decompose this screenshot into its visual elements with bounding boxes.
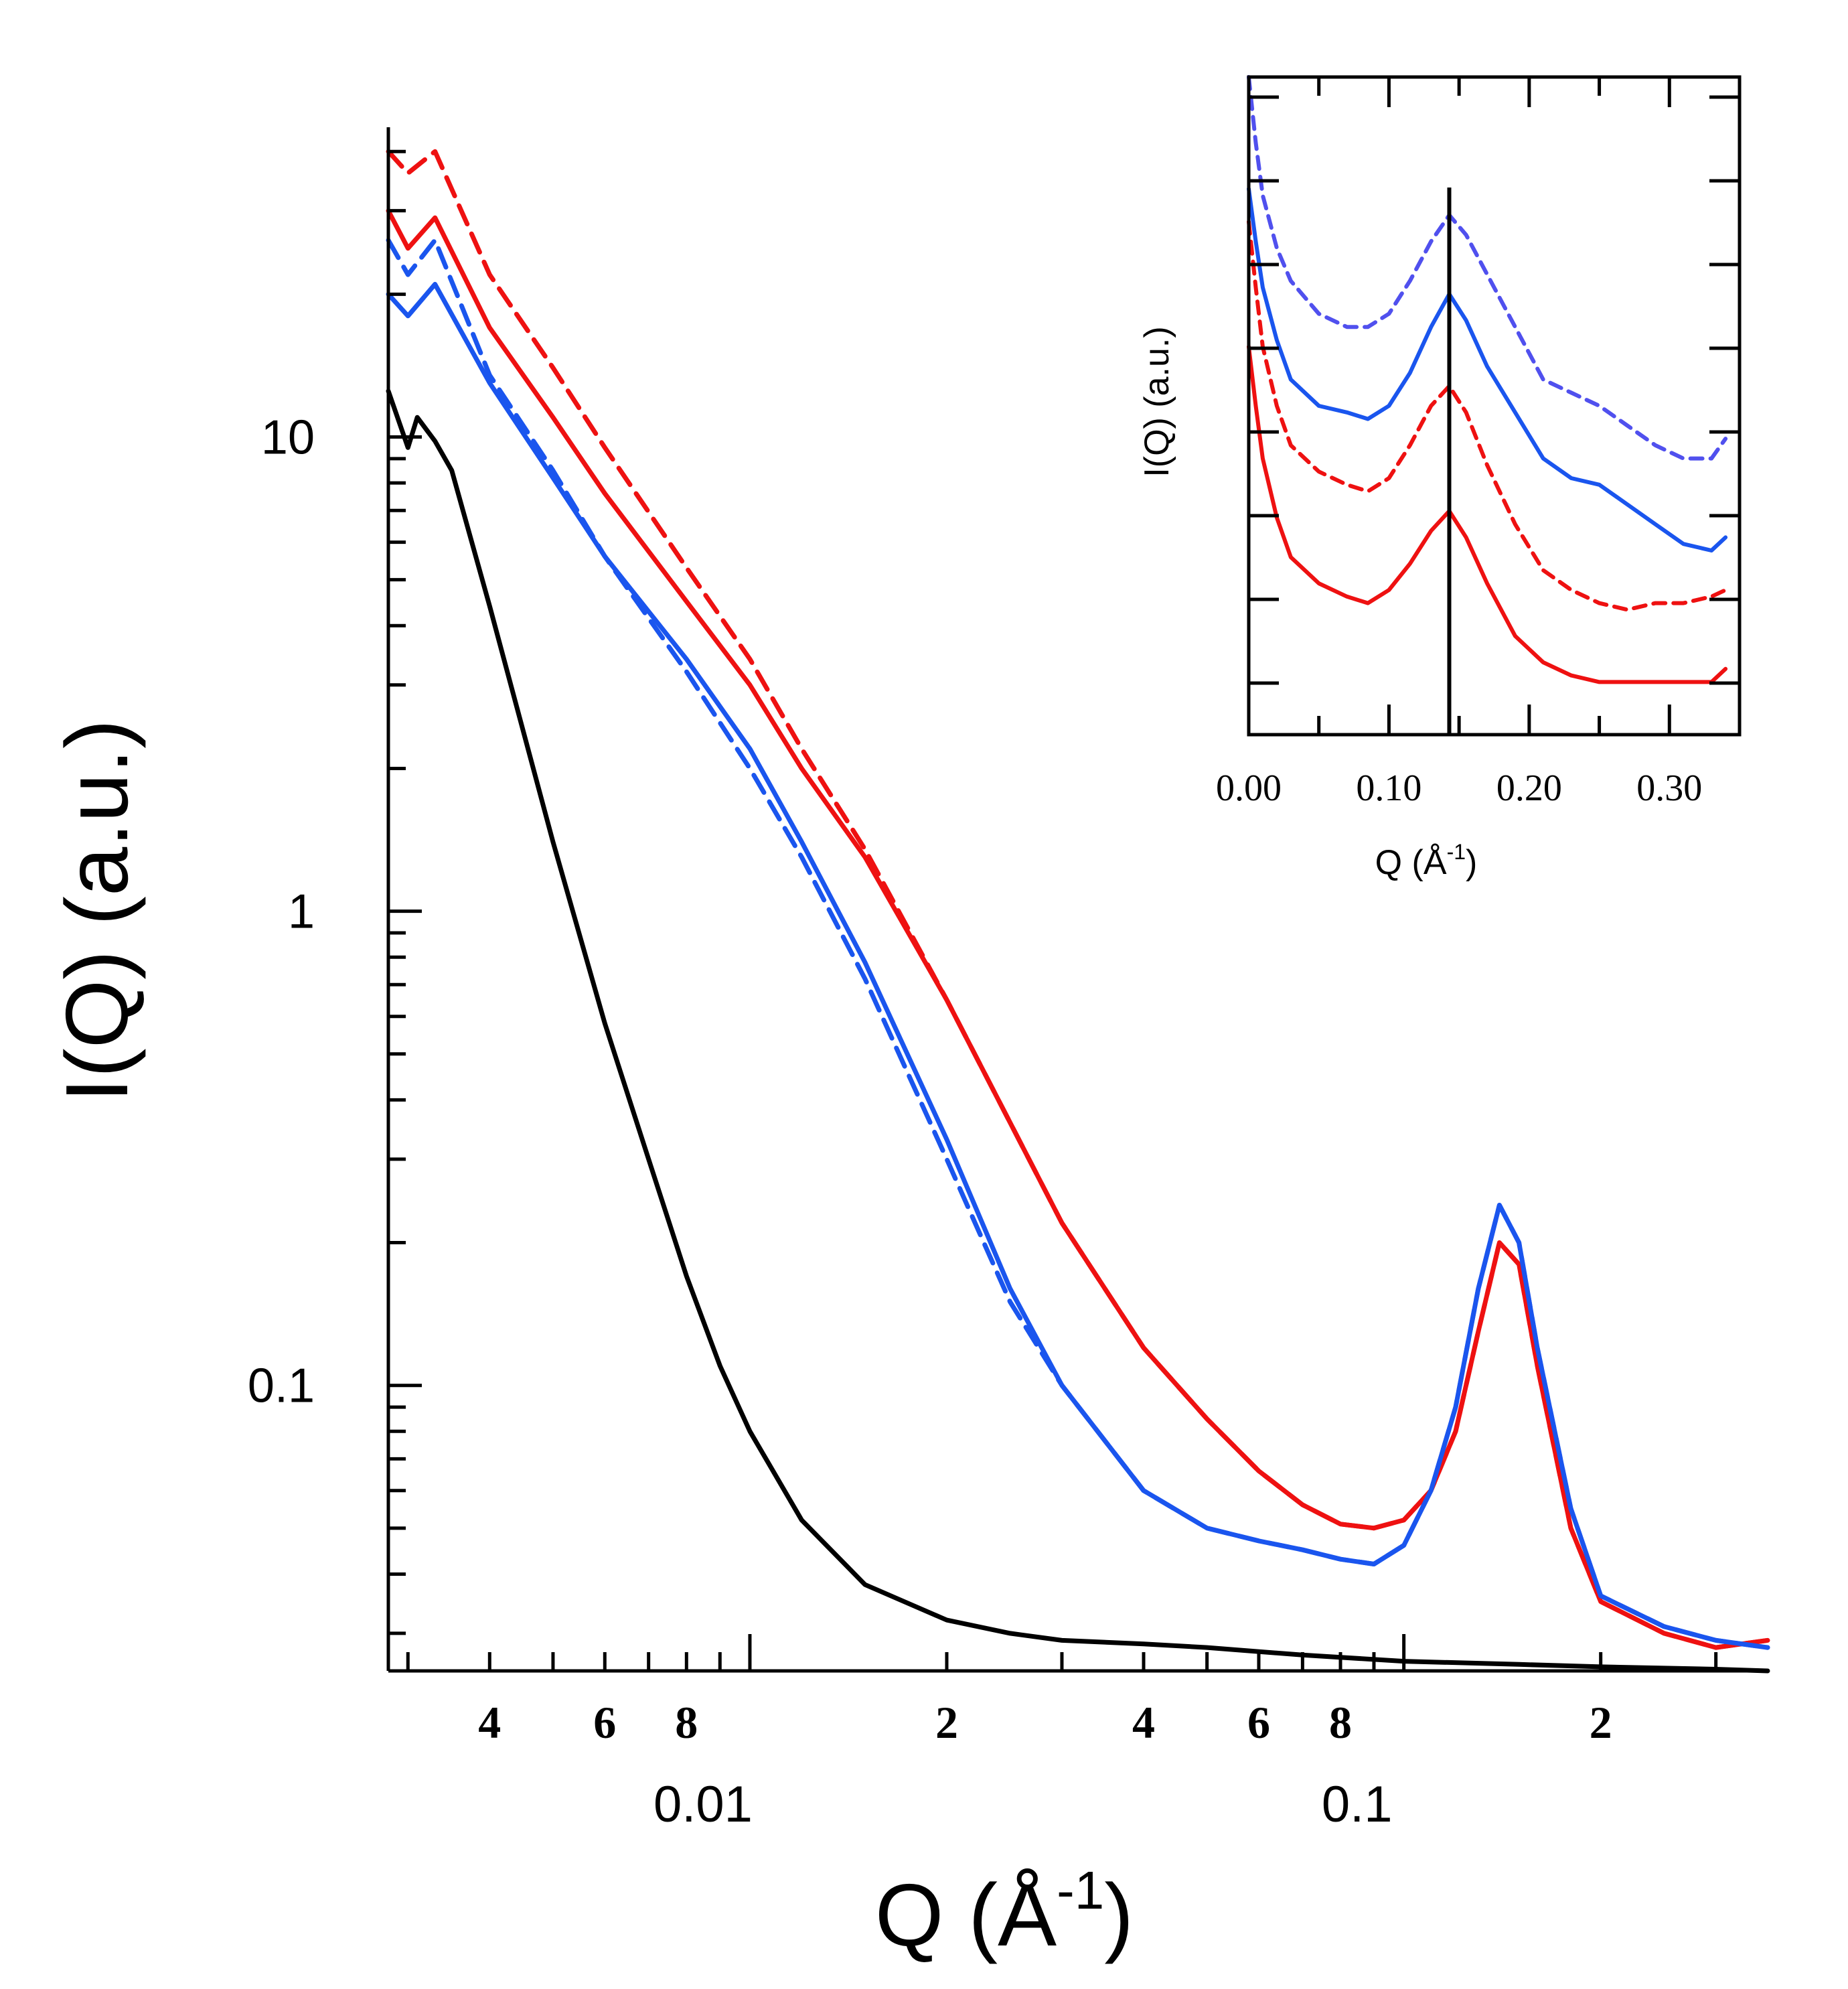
main-x-minor-tick-label: 2	[935, 1697, 958, 1748]
main-curves	[386, 149, 1770, 1674]
main-x-minor-tick-label: 2	[1590, 1697, 1612, 1748]
inset-plot: 0.00 0.10 0.20 0.30 I(Q) (a.u.) Q (Å-1)	[1138, 75, 1742, 882]
main-x-decade-label: 0.1	[1322, 1776, 1393, 1833]
main-x-minor-tick-label: 6	[1247, 1697, 1270, 1748]
inset-frame	[1247, 75, 1742, 737]
inset-x-tick-label: 0.00	[1216, 767, 1282, 809]
main-series-blue-dashed	[386, 238, 1770, 1650]
main-y-tick-label: 10	[261, 411, 315, 465]
main-x-minor-tick-label: 4	[478, 1697, 501, 1748]
main-y-tick-label: 0.1	[248, 1359, 315, 1413]
main-y-axis-label: I(Q) (a.u.)	[48, 719, 146, 1102]
main-x-decade-label: 0.01	[653, 1776, 753, 1833]
inset-series-red-dashed-offset-	[1247, 220, 1728, 612]
inset-x-tick-label: 0.10	[1356, 767, 1421, 809]
inset-axes: 0.00 0.10 0.20 0.30	[1216, 75, 1742, 809]
inset-x-tick-label: 0.20	[1496, 767, 1562, 809]
main-series-red-dashed	[386, 149, 1770, 1650]
main-x-axis-label: Q (Å-1)	[875, 1860, 1134, 1964]
main-y-tick-label: 1	[288, 885, 315, 939]
main-x-minor-tick-label: 6	[593, 1697, 616, 1748]
inset-series-blue-solid-offset-	[1247, 186, 1728, 552]
inset-y-axis-label: I(Q) (a.u.)	[1138, 326, 1176, 477]
inset-curves	[1247, 75, 1728, 735]
main-x-minor-tick-label: 8	[1329, 1697, 1352, 1748]
main-x-minor-tick-label: 8	[675, 1697, 698, 1748]
inset-series-blue-dashed-offset-	[1247, 75, 1728, 461]
main-plot: 10 1 0.1 4 6 8 2 4 6 8 2 0.01 0.1 I(Q) (a.u.) Q (Å-1…	[48, 127, 1770, 1964]
inset-x-tick-label: 0.30	[1636, 767, 1702, 809]
main-x-minor-tick-label: 4	[1132, 1697, 1155, 1748]
main-axes: 10 1 0.1 4 6 8 2 4 6 8 2 0.01 0.1	[248, 127, 1768, 1833]
main-series-red-solid	[386, 208, 1770, 1650]
inset-series-red-solid-offset-	[1247, 344, 1728, 684]
main-series-blue-solid	[386, 281, 1770, 1650]
inset-x-axis-label: Q (Å-1)	[1375, 840, 1478, 882]
